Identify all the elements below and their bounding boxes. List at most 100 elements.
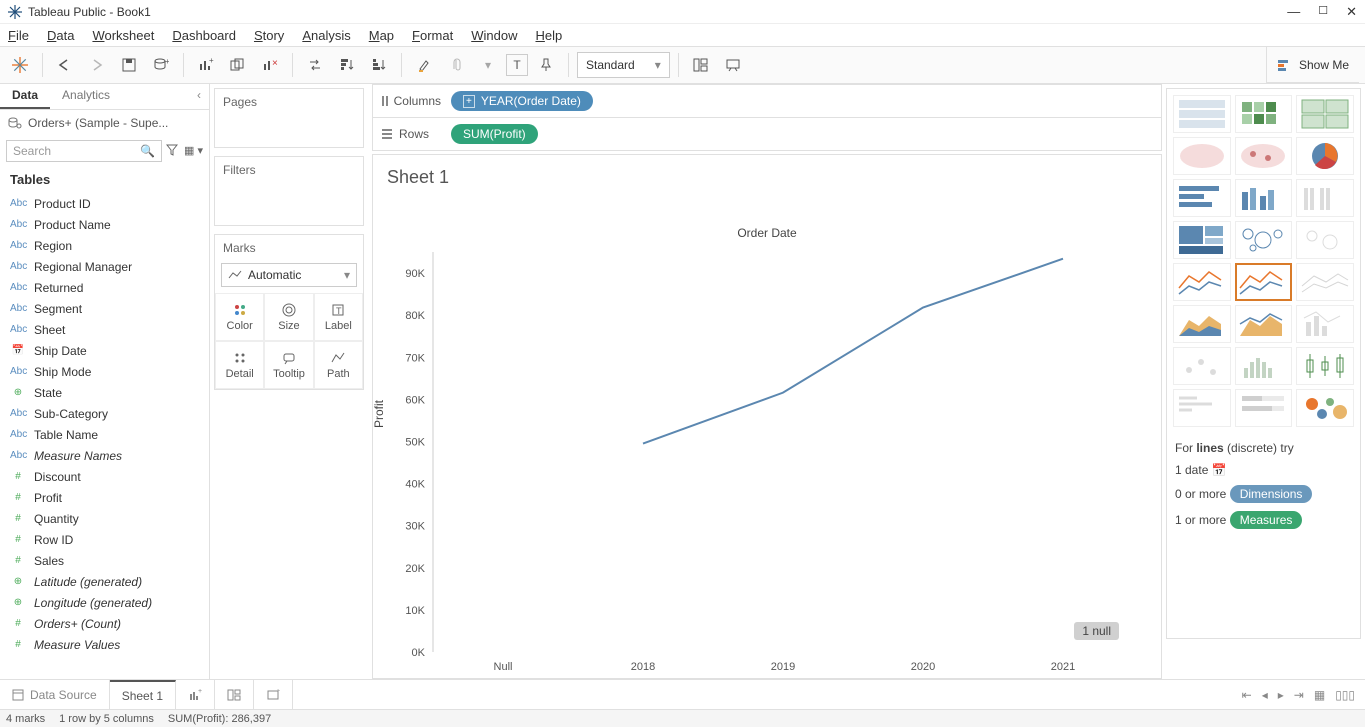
sheet-title[interactable]: Sheet 1 <box>373 155 1161 192</box>
presentation-button[interactable] <box>719 51 747 79</box>
showme-option-18[interactable] <box>1173 347 1231 385</box>
next-tab-icon[interactable]: ▸ <box>1278 688 1284 702</box>
showme-option-14[interactable] <box>1296 263 1354 301</box>
marks-detail[interactable]: Detail <box>215 341 264 389</box>
columns-pill[interactable]: +YEAR(Order Date) <box>451 91 593 111</box>
showme-option-21[interactable] <box>1173 389 1231 427</box>
highlight-button[interactable] <box>410 51 438 79</box>
field-discount[interactable]: #Discount <box>0 466 209 487</box>
menu-map[interactable]: Map <box>369 28 394 43</box>
prev-tab-icon[interactable]: ◂ <box>1262 688 1268 702</box>
attach-button[interactable] <box>442 51 470 79</box>
rows-shelf[interactable]: Rows SUM(Profit) <box>372 117 1162 151</box>
clear-button[interactable]: × <box>256 51 284 79</box>
filter-icon[interactable] <box>166 144 178 159</box>
menu-worksheet[interactable]: Worksheet <box>92 28 154 43</box>
collapse-left-icon[interactable]: ‹ <box>189 84 209 109</box>
showme-option-22[interactable] <box>1235 389 1293 427</box>
field-sheet[interactable]: AbcSheet <box>0 319 209 340</box>
marks-tooltip[interactable]: Tooltip <box>264 341 313 389</box>
field-segment[interactable]: AbcSegment <box>0 298 209 319</box>
search-input[interactable]: Search 🔍 <box>6 140 162 162</box>
show-me-button[interactable]: Show Me <box>1266 47 1359 83</box>
showme-option-7[interactable] <box>1235 179 1293 217</box>
showme-option-8[interactable] <box>1296 179 1354 217</box>
menu-format[interactable]: Format <box>412 28 453 43</box>
tab-analytics[interactable]: Analytics <box>50 84 122 109</box>
field-ship-mode[interactable]: AbcShip Mode <box>0 361 209 382</box>
grid-view-icon[interactable]: ▦ <box>1314 688 1325 702</box>
forward-button[interactable] <box>83 51 111 79</box>
showme-option-12[interactable] <box>1173 263 1231 301</box>
showme-option-5[interactable] <box>1296 137 1354 175</box>
field-sales[interactable]: #Sales <box>0 550 209 571</box>
sort-asc-button[interactable] <box>333 51 361 79</box>
showme-option-9[interactable] <box>1173 221 1231 259</box>
field-quantity[interactable]: #Quantity <box>0 508 209 529</box>
field-returned[interactable]: AbcReturned <box>0 277 209 298</box>
field-region[interactable]: AbcRegion <box>0 235 209 256</box>
show-cards-button[interactable] <box>687 51 715 79</box>
new-worksheet-button[interactable]: + <box>192 51 220 79</box>
filmstrip-icon[interactable]: ▯▯▯ <box>1335 688 1355 702</box>
menu-file[interactable]: File <box>8 28 29 43</box>
showme-option-1[interactable] <box>1235 95 1293 133</box>
field-product-name[interactable]: AbcProduct Name <box>0 214 209 235</box>
view-icon[interactable]: ▦ ▾ <box>184 144 203 159</box>
columns-shelf[interactable]: Columns +YEAR(Order Date) <box>372 84 1162 118</box>
back-button[interactable] <box>51 51 79 79</box>
menu-analysis[interactable]: Analysis <box>302 28 350 43</box>
filters-card[interactable]: Filters <box>214 156 364 226</box>
showme-option-10[interactable] <box>1235 221 1293 259</box>
field-row-id[interactable]: #Row ID <box>0 529 209 550</box>
field-state[interactable]: ⊕State <box>0 382 209 403</box>
showme-option-2[interactable] <box>1296 95 1354 133</box>
duplicate-button[interactable] <box>224 51 252 79</box>
field-measure-names[interactable]: AbcMeasure Names <box>0 445 209 466</box>
sort-desc-button[interactable] <box>365 51 393 79</box>
swap-button[interactable] <box>301 51 329 79</box>
first-tab-icon[interactable]: ⇤ <box>1242 688 1252 702</box>
showme-option-11[interactable] <box>1296 221 1354 259</box>
tab-data[interactable]: Data <box>0 84 50 109</box>
field-sub-category[interactable]: AbcSub-Category <box>0 403 209 424</box>
field-table-name[interactable]: AbcTable Name <box>0 424 209 445</box>
showme-option-20[interactable] <box>1296 347 1354 385</box>
menu-window[interactable]: Window <box>471 28 517 43</box>
text-button[interactable]: T <box>506 54 528 76</box>
pages-card[interactable]: Pages <box>214 88 364 148</box>
field-product-id[interactable]: AbcProduct ID <box>0 193 209 214</box>
field-latitude-generated-[interactable]: ⊕Latitude (generated) <box>0 571 209 592</box>
marks-path[interactable]: Path <box>314 341 363 389</box>
field-ship-date[interactable]: 📅Ship Date <box>0 340 209 361</box>
showme-option-19[interactable] <box>1235 347 1293 385</box>
minimize-button[interactable]: — <box>1287 5 1300 18</box>
showme-option-6[interactable] <box>1173 179 1231 217</box>
showme-option-3[interactable] <box>1173 137 1231 175</box>
maximize-button[interactable]: ☐ <box>1318 6 1328 17</box>
showme-option-23[interactable] <box>1296 389 1354 427</box>
field-longitude-generated-[interactable]: ⊕Longitude (generated) <box>0 592 209 613</box>
tab-data-source[interactable]: Data Source <box>0 680 110 709</box>
save-button[interactable] <box>115 51 143 79</box>
group-button[interactable]: ▾ <box>474 51 502 79</box>
canvas[interactable]: Sheet 1 Order Date Profit 0K10K20K30K40K… <box>372 154 1162 679</box>
last-tab-icon[interactable]: ⇥ <box>1294 688 1304 702</box>
marks-size[interactable]: Size <box>264 293 313 341</box>
close-button[interactable]: ✕ <box>1346 5 1357 18</box>
showme-option-15[interactable] <box>1173 305 1231 343</box>
new-worksheet-tab[interactable]: + <box>176 680 215 709</box>
marks-color[interactable]: Color <box>215 293 264 341</box>
rows-pill[interactable]: SUM(Profit) <box>451 124 538 144</box>
pin-button[interactable] <box>532 51 560 79</box>
showme-option-4[interactable] <box>1235 137 1293 175</box>
mark-type-select[interactable]: Automatic ▾ <box>221 263 357 287</box>
menu-help[interactable]: Help <box>535 28 562 43</box>
tab-sheet1[interactable]: Sheet 1 <box>110 680 176 709</box>
showme-option-13[interactable] <box>1235 263 1293 301</box>
new-data-button[interactable]: + <box>147 51 175 79</box>
new-dashboard-tab[interactable] <box>215 680 254 709</box>
marks-label[interactable]: TLabel <box>314 293 363 341</box>
datasource-row[interactable]: Orders+ (Sample - Supe... <box>0 110 209 136</box>
field-orders-count-[interactable]: #Orders+ (Count) <box>0 613 209 634</box>
